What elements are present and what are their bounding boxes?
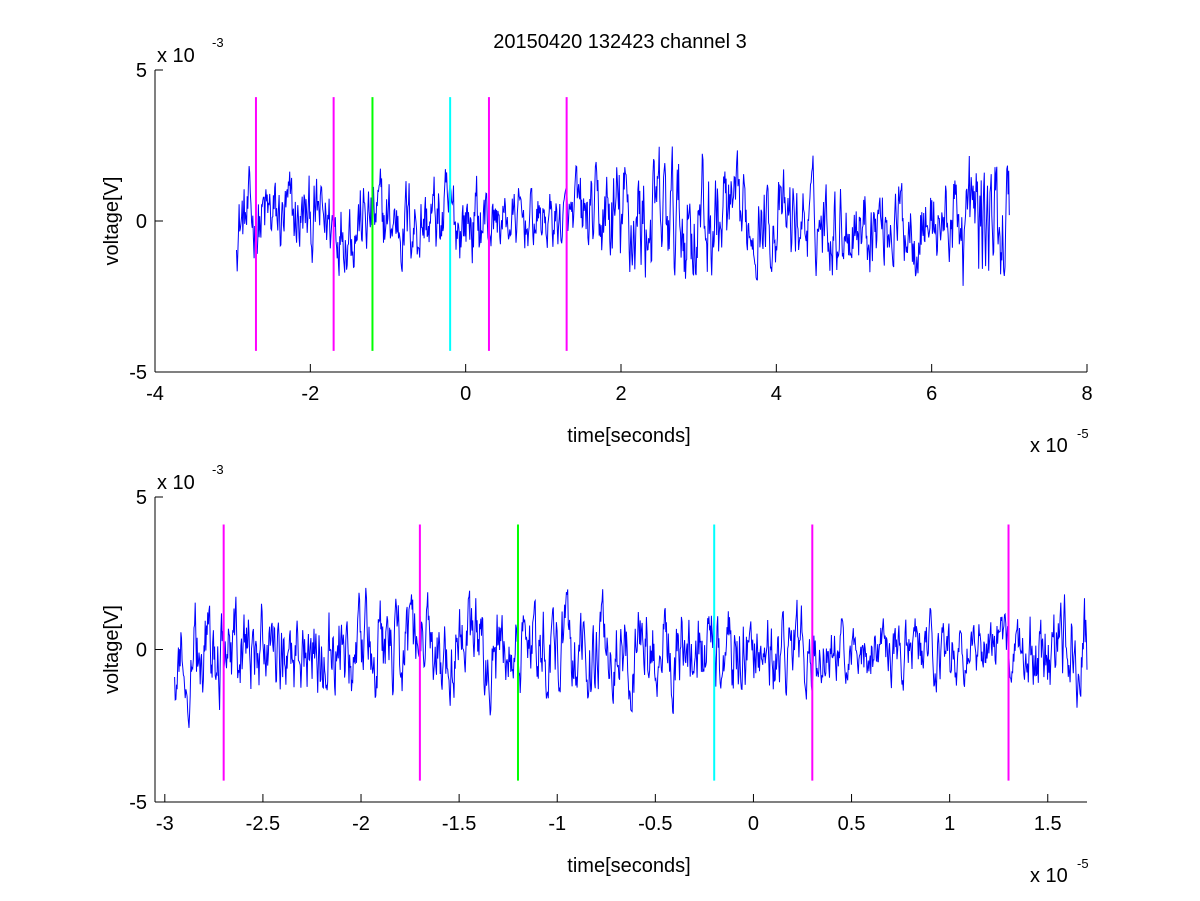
x-tick-label: 8 <box>1081 383 1092 405</box>
figure-title: 20150420 132423 channel 3 <box>493 31 747 53</box>
y-axis-label: voltage[V] <box>101 605 123 694</box>
y-exponent-label: x 10 <box>157 472 195 494</box>
x-tick-label: 2 <box>615 383 626 405</box>
y-tick-label: 0 <box>136 640 147 662</box>
x-tick-label: 0.5 <box>838 813 866 835</box>
x-axis-label: time[seconds] <box>567 855 690 877</box>
x-tick-label: -2 <box>352 813 370 835</box>
y-tick-label: 0 <box>136 211 147 233</box>
x-tick-label: -1 <box>548 813 566 835</box>
y-tick-label: -5 <box>129 792 147 814</box>
signal-line <box>236 146 1010 286</box>
y-exponent-superscript: -3 <box>212 462 224 477</box>
x-tick-label: 1.5 <box>1034 813 1062 835</box>
x-tick-label: 1 <box>944 813 955 835</box>
x-tick-label: 6 <box>926 383 937 405</box>
x-tick-label: 0 <box>460 383 471 405</box>
y-exponent-label: x 10 <box>157 45 195 67</box>
y-tick-label: -5 <box>129 362 147 384</box>
x-tick-label: -2.5 <box>246 813 280 835</box>
y-exponent-superscript: -3 <box>212 35 224 50</box>
x-tick-label: -1.5 <box>442 813 476 835</box>
x-exponent-superscript: -5 <box>1077 426 1089 441</box>
signal-line <box>174 587 1088 728</box>
x-exponent-superscript: -5 <box>1077 856 1089 871</box>
x-exponent-label: x 10 <box>1030 435 1068 457</box>
x-tick-label: 0 <box>748 813 759 835</box>
y-tick-label: 5 <box>136 487 147 509</box>
y-axis-label: voltage[V] <box>101 177 123 266</box>
x-tick-label: -4 <box>146 383 164 405</box>
x-axis-label: time[seconds] <box>567 425 690 447</box>
x-tick-label: -0.5 <box>638 813 672 835</box>
bottom-axes: -3 -2.5 -2 -1.5 -1 -0.5 0 0.5 1 1.5 -5 0 5 time[secon… <box>101 462 1089 887</box>
x-exponent-label: x 10 <box>1030 865 1068 887</box>
y-tick-label: 5 <box>136 60 147 82</box>
x-tick-label: 4 <box>771 383 782 405</box>
x-tick-label: -2 <box>301 383 319 405</box>
top-axes: -4 -2 0 2 4 6 8 -5 0 5 time[seconds] voltage[V] x 10… <box>101 35 1093 457</box>
x-tick-label: -3 <box>156 813 174 835</box>
